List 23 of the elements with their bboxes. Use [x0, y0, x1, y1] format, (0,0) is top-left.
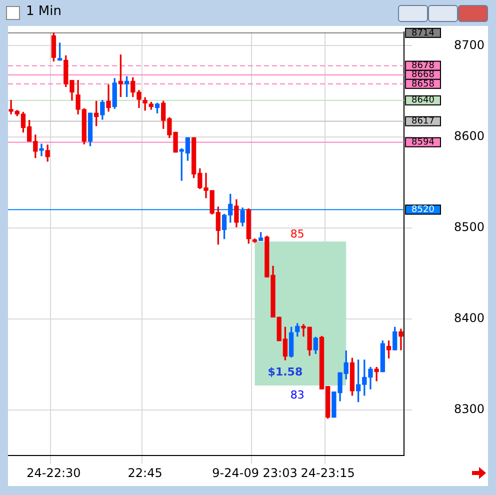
x-tick-label: 24-22:30	[26, 466, 81, 480]
candlestick	[398, 328, 404, 350]
ref-line-label: 8594	[412, 138, 435, 148]
x-tick-label: 22:45	[128, 466, 162, 480]
ref-line-label: 8617	[412, 116, 434, 127]
ref-line-label: 8678	[412, 61, 435, 72]
chart-title: 1 Min	[26, 4, 62, 19]
y-tick-label: 8300	[454, 402, 485, 416]
ref-line-label: 8658	[412, 79, 435, 90]
ref-line-label: 8668	[412, 70, 435, 80]
y-tick-label: 8600	[454, 128, 485, 143]
annotation: 85	[290, 227, 304, 240]
annotation: $1.58	[268, 366, 303, 379]
ref-line-label: 8714	[412, 28, 435, 38]
y-tick-label: 8700	[454, 38, 485, 52]
annotation: 83	[290, 388, 304, 402]
ref-line-label: 8520	[412, 204, 435, 215]
y-tick-label: 8400	[454, 311, 485, 326]
x-tick-label: 9-24-09 23:03	[212, 466, 298, 480]
y-tick-label: 8500	[454, 220, 485, 234]
ref-line-label: 8640	[412, 96, 435, 106]
x-tick-label: 24-23:15	[300, 466, 355, 480]
candlestick	[39, 144, 44, 156]
